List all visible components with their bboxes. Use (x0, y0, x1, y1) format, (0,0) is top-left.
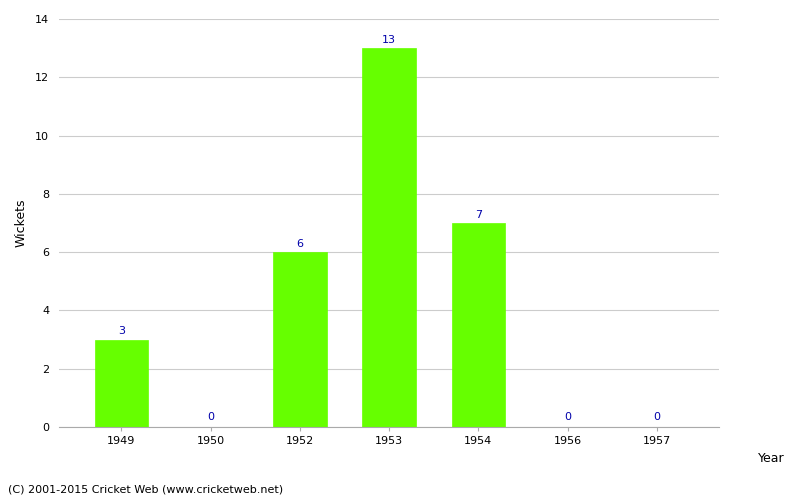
Text: (C) 2001-2015 Cricket Web (www.cricketweb.net): (C) 2001-2015 Cricket Web (www.cricketwe… (8, 485, 283, 495)
Text: 7: 7 (475, 210, 482, 220)
Text: 0: 0 (654, 412, 661, 422)
Bar (273, 252, 326, 427)
Text: 0: 0 (207, 412, 214, 422)
Text: 3: 3 (118, 326, 125, 336)
Text: 6: 6 (296, 238, 303, 248)
Text: Year: Year (758, 452, 785, 465)
Bar (94, 340, 148, 427)
Text: 13: 13 (382, 34, 396, 44)
Bar (452, 223, 506, 427)
Y-axis label: Wickets: Wickets (15, 198, 28, 247)
Bar (362, 48, 416, 427)
Text: 0: 0 (564, 412, 571, 422)
